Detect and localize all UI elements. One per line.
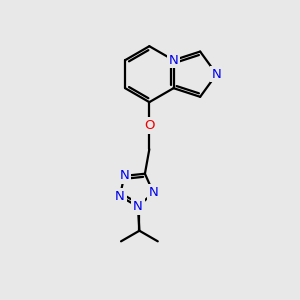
Text: N: N [133,200,143,213]
Text: N: N [115,190,125,203]
Text: O: O [144,119,154,132]
Text: N: N [212,68,221,81]
Text: N: N [148,186,158,199]
Text: N: N [119,169,129,182]
Text: N: N [169,54,178,67]
